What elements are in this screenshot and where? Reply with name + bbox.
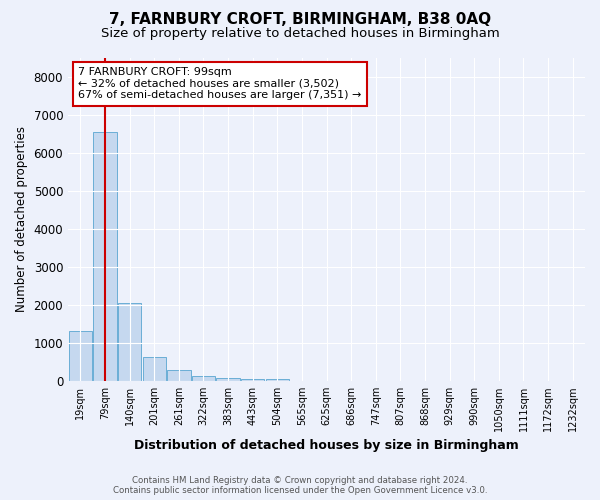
Bar — [167, 370, 191, 381]
Text: Contains HM Land Registry data © Crown copyright and database right 2024.
Contai: Contains HM Land Registry data © Crown c… — [113, 476, 487, 495]
Text: 7, FARNBURY CROFT, BIRMINGHAM, B38 0AQ: 7, FARNBURY CROFT, BIRMINGHAM, B38 0AQ — [109, 12, 491, 28]
X-axis label: Distribution of detached houses by size in Birmingham: Distribution of detached houses by size … — [134, 440, 519, 452]
Bar — [217, 378, 240, 381]
Bar — [266, 378, 289, 381]
Bar — [118, 303, 141, 381]
Bar — [68, 332, 92, 381]
Bar — [143, 357, 166, 381]
Bar — [93, 132, 116, 381]
Bar — [241, 379, 265, 381]
Text: Size of property relative to detached houses in Birmingham: Size of property relative to detached ho… — [101, 28, 499, 40]
Text: 7 FARNBURY CROFT: 99sqm
← 32% of detached houses are smaller (3,502)
67% of semi: 7 FARNBURY CROFT: 99sqm ← 32% of detache… — [79, 67, 362, 100]
Bar — [192, 376, 215, 381]
Y-axis label: Number of detached properties: Number of detached properties — [15, 126, 28, 312]
